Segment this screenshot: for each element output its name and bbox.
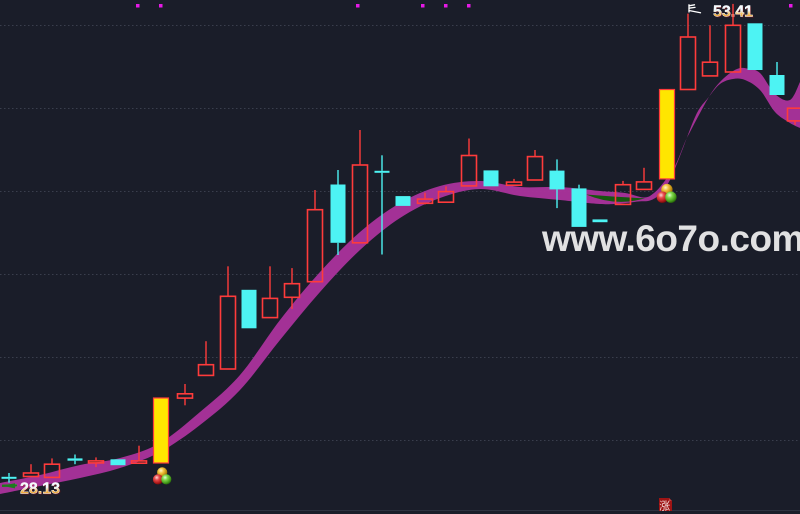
svg-text:28.13: 28.13 [20, 480, 60, 497]
svg-text:涨: 涨 [659, 499, 670, 512]
